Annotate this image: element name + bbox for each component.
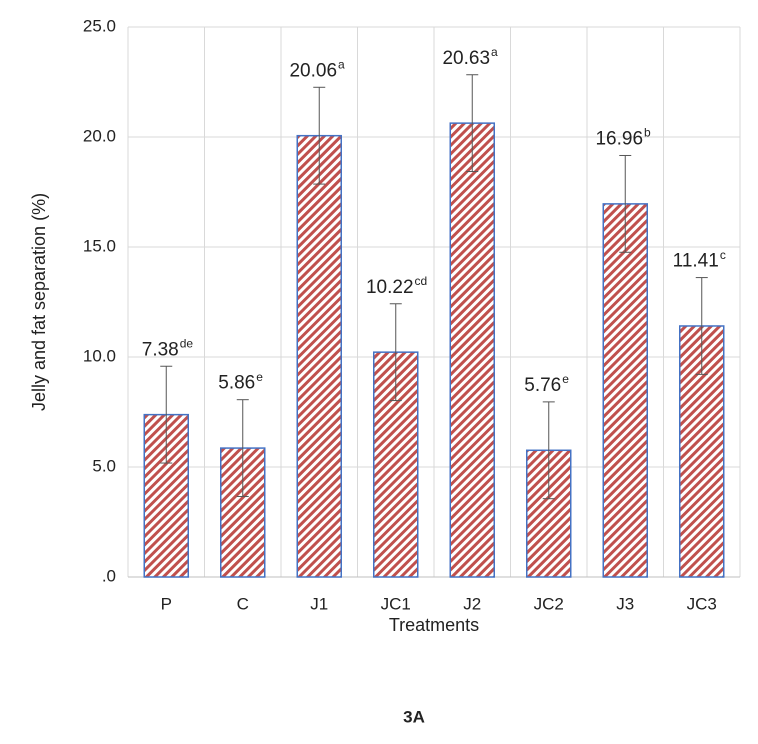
value-label: 20.06 (289, 60, 337, 81)
x-tick-label: JC2 (534, 594, 564, 613)
figure-caption: 3A (403, 707, 425, 726)
y-tick-label: 20.0 (83, 126, 116, 145)
value-label: 7.38 (142, 339, 179, 360)
bar (143, 413, 189, 578)
significance-letter: a (491, 45, 498, 59)
x-tick-label: J1 (310, 594, 328, 613)
x-tick-label: P (161, 594, 172, 613)
x-axis-title: Treatments (389, 615, 479, 635)
significance-letter: cd (415, 274, 428, 288)
y-axis-title: Jelly and fat separation (%) (29, 193, 49, 411)
x-tick-label: J3 (616, 594, 634, 613)
y-tick-label: 25.0 (83, 16, 116, 35)
bar (449, 122, 495, 578)
y-tick-label: 10.0 (83, 346, 116, 365)
value-label: 10.22 (366, 277, 414, 298)
x-tick-label: JC3 (687, 594, 717, 613)
x-tick-label: J2 (463, 594, 481, 613)
significance-letter: e (256, 370, 263, 384)
value-label: 20.63 (442, 48, 490, 69)
significance-letter: c (720, 248, 726, 262)
bar (296, 134, 342, 578)
y-tick-label: .0 (102, 566, 116, 585)
value-label: 16.96 (595, 128, 643, 149)
y-tick-label: 5.0 (92, 456, 116, 475)
value-label: 11.41 (673, 251, 719, 272)
value-label: 5.86 (218, 373, 255, 394)
y-tick-label: 15.0 (83, 236, 116, 255)
bar (602, 203, 648, 578)
x-tick-label: JC1 (381, 594, 411, 613)
significance-letter: de (180, 336, 194, 350)
significance-letter: e (562, 372, 569, 386)
x-tick-label: C (237, 594, 249, 613)
significance-letter: b (644, 126, 651, 140)
value-label: 5.76 (524, 375, 561, 396)
significance-letter: a (338, 57, 345, 71)
